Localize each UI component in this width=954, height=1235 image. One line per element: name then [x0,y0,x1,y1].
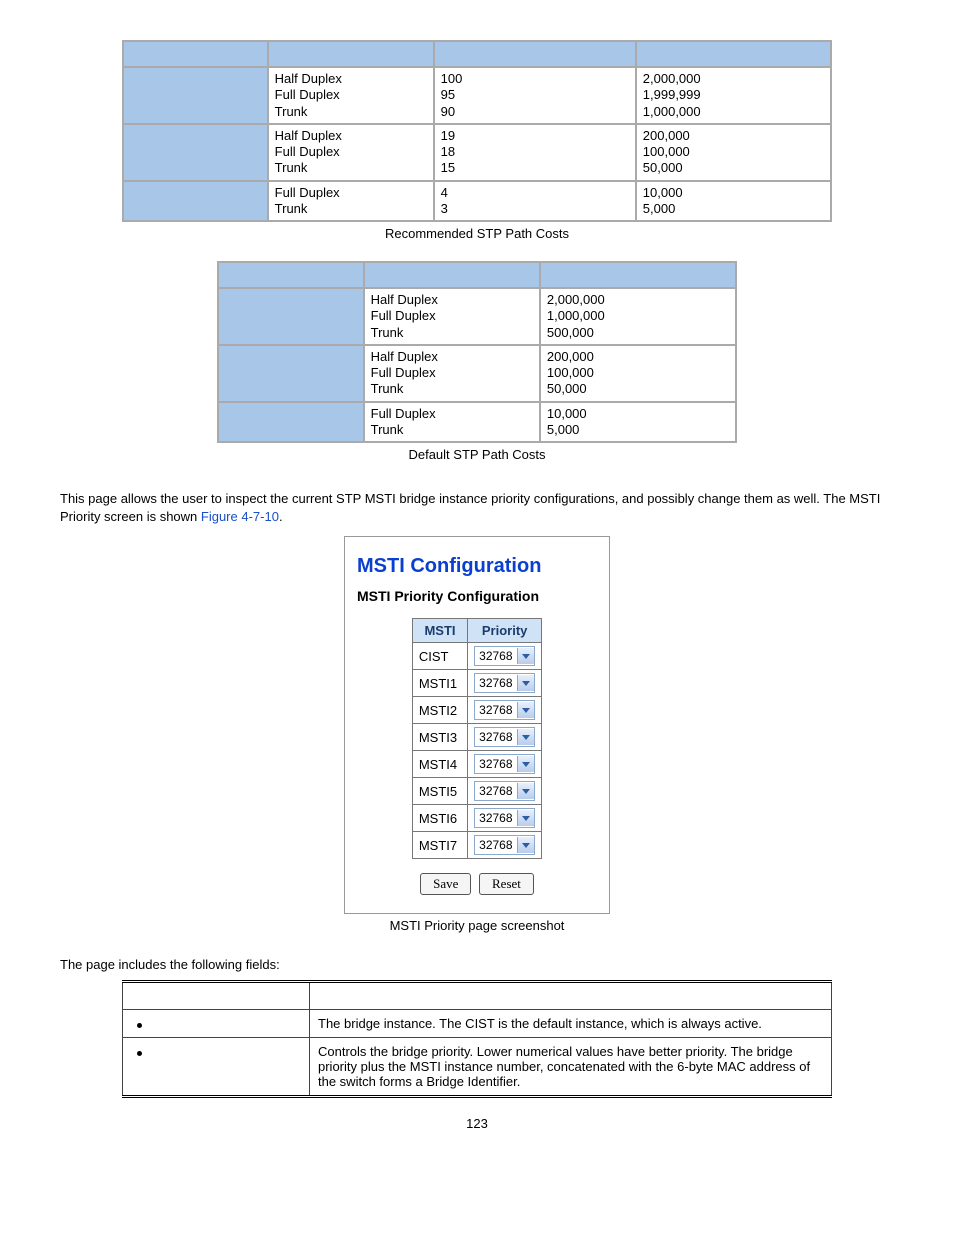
table-cell: Half Duplex Full Duplex Trunk [364,288,540,345]
bullet-cell [123,1038,310,1097]
intro-paragraph: This page allows the user to inspect the… [60,490,894,526]
msti-name: MSTI5 [412,778,467,805]
table-cell: Full Duplex Trunk [268,181,434,222]
select-value: 32768 [475,730,517,744]
table-cell: 10,000 5,000 [636,181,831,222]
table-cell: 2,000,000 1,999,999 1,000,000 [636,67,831,124]
msti-name: CIST [412,643,467,670]
select-value: 32768 [475,838,517,852]
priority-select[interactable]: 32768 [474,781,535,801]
panel-subtitle: MSTI Priority Configuration [357,588,597,604]
default-stp-table: Half Duplex Full Duplex Trunk 2,000,000 … [217,261,737,443]
table1-caption: Recommended STP Path Costs [60,226,894,241]
table-cell: 200,000 100,000 50,000 [540,345,736,402]
select-value: 32768 [475,676,517,690]
select-value: 32768 [475,649,517,663]
msti-name: MSTI6 [412,805,467,832]
fields-intro: The page includes the following fields: [60,957,894,972]
select-value: 32768 [475,757,517,771]
chevron-down-icon[interactable] [517,783,534,799]
table-cell: 10,000 5,000 [540,402,736,443]
table-cell: 100 95 90 [434,67,636,124]
fields-table: The bridge instance. The CIST is the def… [122,980,832,1098]
priority-select[interactable]: 32768 [474,727,535,747]
table-cell: Half Duplex Full Duplex Trunk [364,345,540,402]
msti-name: MSTI4 [412,751,467,778]
priority-select[interactable]: 32768 [474,646,535,666]
save-button[interactable]: Save [420,873,471,895]
chevron-down-icon[interactable] [517,702,534,718]
msti-priority-table: MSTI Priority CIST 32768 MSTI1 32768 MSTI2… [412,618,542,859]
field-description: The bridge instance. The CIST is the def… [310,1010,832,1038]
select-value: 32768 [475,784,517,798]
msti-name: MSTI3 [412,724,467,751]
bullet-cell [123,1010,310,1038]
table-cell: Half Duplex Full Duplex Trunk [268,67,434,124]
reset-button[interactable]: Reset [479,873,534,895]
chevron-down-icon[interactable] [517,810,534,826]
table2-caption: Default STP Path Costs [60,447,894,462]
priority-select[interactable]: 32768 [474,673,535,693]
recommended-stp-table: Half Duplex Full Duplex Trunk 100 95 90 … [122,40,832,222]
page-number: 123 [60,1116,894,1131]
col-header-msti: MSTI [412,619,467,643]
ui-caption: MSTI Priority page screenshot [60,918,894,933]
intro-text-a: This page allows the user to inspect the… [60,491,880,524]
table-cell: 2,000,000 1,000,000 500,000 [540,288,736,345]
table-cell: Half Duplex Full Duplex Trunk [268,124,434,181]
chevron-down-icon[interactable] [517,648,534,664]
chevron-down-icon[interactable] [517,729,534,745]
msti-name: MSTI1 [412,670,467,697]
msti-name: MSTI7 [412,832,467,859]
select-value: 32768 [475,703,517,717]
priority-select[interactable]: 32768 [474,808,535,828]
chevron-down-icon[interactable] [517,837,534,853]
chevron-down-icon[interactable] [517,756,534,772]
table-cell: Full Duplex Trunk [364,402,540,443]
field-description: Controls the bridge priority. Lower nume… [310,1038,832,1097]
table-cell: 19 18 15 [434,124,636,181]
panel-title: MSTI Configuration [357,555,597,578]
msti-config-panel: MSTI Configuration MSTI Priority Configu… [344,536,610,914]
figure-link[interactable]: Figure 4-7-10 [201,509,279,524]
msti-name: MSTI2 [412,697,467,724]
priority-select[interactable]: 32768 [474,754,535,774]
select-value: 32768 [475,811,517,825]
intro-text-b: . [279,509,283,524]
col-header-priority: Priority [468,619,542,643]
bullet-icon [137,1023,142,1028]
priority-select[interactable]: 32768 [474,835,535,855]
priority-select[interactable]: 32768 [474,700,535,720]
bullet-icon [137,1051,142,1056]
table-cell: 200,000 100,000 50,000 [636,124,831,181]
chevron-down-icon[interactable] [517,675,534,691]
table-cell: 4 3 [434,181,636,222]
